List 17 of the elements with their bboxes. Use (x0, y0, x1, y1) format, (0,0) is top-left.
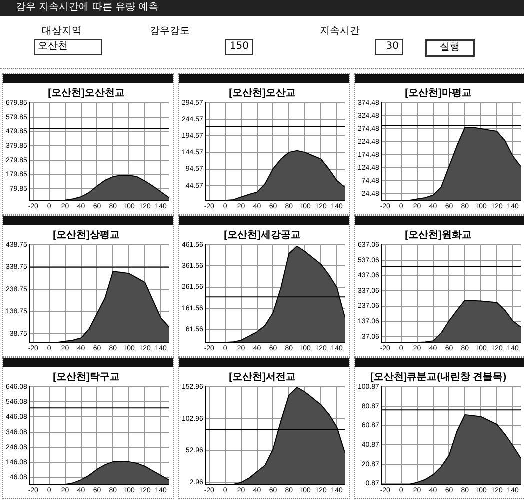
chart-title: [오산천]오산천교 (48, 88, 125, 99)
text: 지속시간 (320, 25, 360, 38)
text: 30 (375, 39, 403, 55)
chart-title: [오산천]큐분교(내린창 견볼목) (370, 372, 507, 383)
text: 강우 지속시간에 따른 유량 예측 (0, 0, 524, 16)
text: 대상지역 (42, 25, 82, 38)
text: 강우강도 (150, 25, 190, 38)
chart-title: [오산천]서전교 (229, 372, 296, 383)
text: 실행 (425, 39, 475, 57)
chart-title: [오산천]탁구교 (53, 372, 120, 383)
text: 오산천 (34, 39, 102, 55)
chart-title: [오산천]원화교 (405, 230, 472, 241)
chart-title: [오산천]세강공교 (224, 230, 301, 241)
chart-title: [오산천]오산교 (229, 88, 296, 99)
chart-title: [오산천]상평교 (53, 230, 120, 241)
text: 150 (225, 39, 253, 55)
chart-title: [오산천]마평교 (405, 88, 472, 99)
